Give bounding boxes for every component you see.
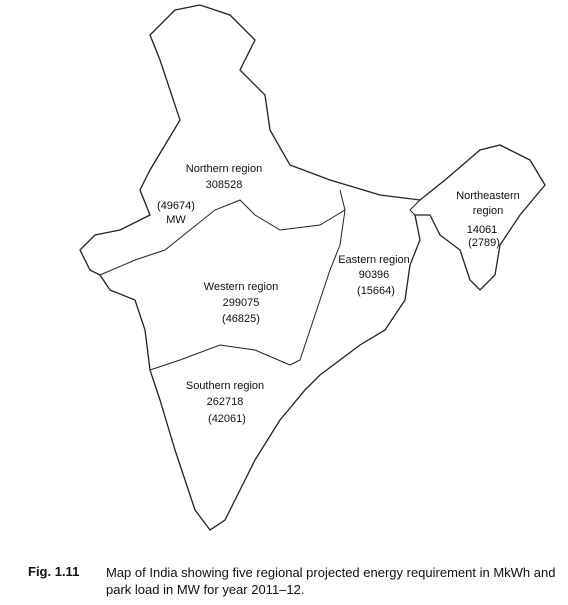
region-boundary [409,199,421,216]
region-boundary [99,189,346,276]
region-load: (49674) [157,200,195,212]
region-energy: 90396 [359,269,390,281]
region-load: (2789) [468,237,500,249]
region-name: Southern region [186,380,264,392]
region-load: (42061) [208,413,246,425]
region-unit: MW [166,214,186,226]
region-energy: 262718 [207,396,244,408]
region-name: Northeastern region [456,190,520,217]
map: Northern region 308528 (49674) MW Northe… [79,4,546,531]
region-boundary [149,344,291,371]
region-energy: 299075 [223,297,260,309]
region-name: Northern region [186,163,262,175]
region-energy: 14061 [467,224,498,236]
caption-label: Fig. 1.11 [28,564,80,579]
india-outline [79,4,546,531]
caption: Fig. 1.11 Map of India showing five regi… [28,564,558,598]
region-load: (46825) [222,313,260,325]
region-load: (15664) [357,285,395,297]
caption-text: Map of India showing five regional proje… [106,565,556,597]
region-boundary [289,209,346,366]
region-name: Western region [204,281,278,293]
region-name: Eastern region [338,254,410,266]
region-energy: 308528 [206,179,243,191]
